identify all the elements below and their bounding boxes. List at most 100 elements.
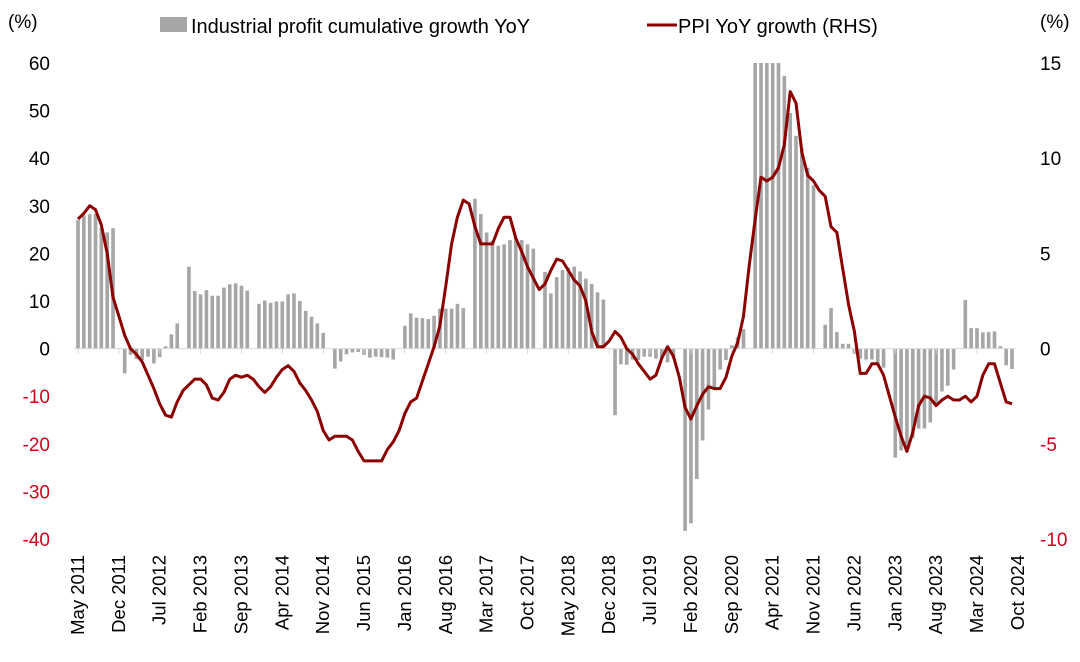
x-tick-label: Aug 2023 <box>925 555 946 634</box>
profit-bar <box>928 348 933 423</box>
profit-bar <box>992 331 997 349</box>
profit-bar <box>840 343 845 349</box>
profit-bar <box>770 63 775 349</box>
profit-bar <box>659 348 664 359</box>
profit-bar <box>239 285 244 349</box>
profit-bar <box>93 213 98 349</box>
profit-bar <box>729 345 734 349</box>
profit-bar <box>654 348 658 359</box>
profit-bar <box>981 332 985 349</box>
x-tick-label: Jan 2016 <box>394 555 415 631</box>
x-tick-label: Mar 2024 <box>966 555 987 633</box>
profit-bar <box>683 348 687 531</box>
left-tick-label: 10 <box>29 292 50 313</box>
profit-bar <box>776 63 781 349</box>
profit-bar <box>298 301 302 349</box>
profit-bar <box>1010 348 1014 370</box>
profit-bar <box>262 300 267 349</box>
profit-bar <box>274 301 279 349</box>
left-tick-label: 50 <box>29 102 50 123</box>
profit-bar <box>484 232 489 349</box>
profit-bar <box>496 245 501 349</box>
profit-bar <box>560 270 565 349</box>
profit-bar <box>794 135 798 349</box>
profit-bar <box>87 214 92 349</box>
x-axis <box>74 348 1016 354</box>
profit-bar <box>753 63 757 349</box>
left-tick-label: 60 <box>29 54 50 75</box>
profit-bar <box>934 348 938 405</box>
x-tick-label: Nov 2014 <box>312 555 333 634</box>
profit-bar <box>601 299 606 349</box>
left-axis: 60 50 40 30 20 10 0 -10 -20 -30 -40 <box>23 54 50 551</box>
x-tick-label: Oct 2024 <box>1007 555 1028 630</box>
profit-bar <box>449 308 454 349</box>
x-tick-label: Oct 2017 <box>516 555 537 630</box>
x-tick-label: Jul 2012 <box>149 555 170 625</box>
profit-bar <box>128 348 133 355</box>
x-tick-label: Nov 2021 <box>803 555 824 634</box>
profit-bar <box>741 329 746 349</box>
profit-bar <box>379 348 384 358</box>
profit-bar <box>998 346 1003 349</box>
profit-bar <box>589 283 594 349</box>
profit-bar <box>782 75 787 349</box>
profit-bar <box>800 147 804 349</box>
profit-bar <box>315 323 320 349</box>
profit-bar <box>636 348 641 361</box>
profit-bar <box>945 348 950 386</box>
profit-bar <box>82 215 86 349</box>
x-tick-label: Jul 2019 <box>639 555 660 625</box>
profit-bar <box>391 348 396 360</box>
profit-bar <box>531 248 536 349</box>
profit-bar <box>473 198 477 349</box>
profit-bar <box>578 271 582 349</box>
profit-bar <box>951 348 956 370</box>
profit-bar <box>694 348 699 480</box>
x-tick-label: Dec 2018 <box>598 555 619 634</box>
right-tick-label: 10 <box>1040 149 1061 170</box>
profit-bar <box>595 292 600 349</box>
right-tick-label: -5 <box>1040 435 1057 456</box>
profit-bar <box>408 313 413 349</box>
profit-bar <box>222 287 226 349</box>
x-tick-label: Aug 2016 <box>435 555 456 634</box>
profit-bar <box>525 244 530 349</box>
profit-bar <box>502 244 506 349</box>
profit-bar <box>870 348 874 360</box>
profit-bar <box>105 232 109 349</box>
profit-bar <box>163 346 168 349</box>
profit-bar <box>385 348 390 358</box>
profit-bar <box>268 302 273 349</box>
left-tick-label: 30 <box>29 197 50 218</box>
profit-bar <box>140 348 145 361</box>
x-tick-label: May 2018 <box>557 555 578 636</box>
profit-bar <box>572 266 576 349</box>
left-tick-label: 20 <box>29 244 50 265</box>
right-tick-label: -10 <box>1040 530 1067 551</box>
profit-bar <box>624 348 629 365</box>
profit-bar <box>1004 348 1008 366</box>
profit-bar <box>893 348 898 458</box>
profit-bar <box>543 271 547 349</box>
legend-line-label: PPI YoY growth (RHS) <box>678 16 878 38</box>
profit-bar <box>198 294 203 349</box>
left-tick-label: -10 <box>23 387 50 408</box>
profit-bar <box>835 331 839 349</box>
profit-bar <box>490 240 495 349</box>
profit-bar <box>286 294 290 349</box>
profit-bar <box>192 291 197 349</box>
profit-bar <box>905 348 909 447</box>
profit-bar <box>169 334 174 349</box>
profit-bar <box>805 167 810 349</box>
profit-bar <box>718 348 722 370</box>
profit-bar <box>584 278 588 349</box>
profit-bar <box>210 295 215 349</box>
profit-bar <box>443 308 448 349</box>
profit-bar <box>426 319 431 349</box>
right-axis-unit-label: (%) <box>1040 12 1070 33</box>
profit-bar <box>152 348 156 364</box>
profit-bar <box>368 348 372 358</box>
profit-bar <box>566 267 571 349</box>
